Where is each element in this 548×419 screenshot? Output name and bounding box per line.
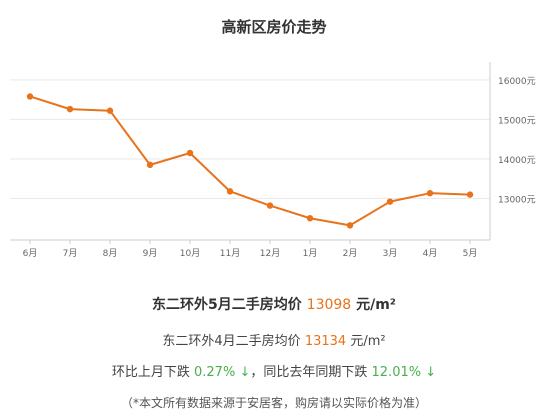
data-point: [26, 93, 34, 100]
x-tick-label: 5月: [463, 248, 478, 259]
x-tick-label: 7月: [63, 248, 78, 259]
april-price-unit: 元/m²: [350, 334, 386, 349]
x-tick-label: 8月: [103, 248, 118, 259]
mom-label: 环比上月下跌: [111, 365, 190, 380]
data-point: [346, 222, 354, 229]
y-tick-label: 16000元: [498, 77, 536, 87]
yoy-label: ，同比去年同期下跌: [250, 365, 368, 380]
april-price-label: 东二环外4月二手房均价: [162, 334, 301, 349]
mom-down-arrow-icon: ↓: [239, 365, 251, 380]
yoy-down-arrow-icon: ↓: [425, 365, 437, 380]
may-price-line: 东二环外5月二手房均价 13098 元/m²: [0, 294, 548, 314]
data-point: [146, 161, 154, 169]
may-price-unit: 元/m²: [356, 297, 396, 313]
y-tick-label: 14000元: [498, 156, 536, 166]
y-tick-label: 13000元: [498, 195, 536, 205]
x-tick-label: 3月: [383, 248, 398, 259]
april-price-value: 13134: [304, 334, 347, 349]
data-point: [66, 105, 74, 113]
data-point: [466, 191, 474, 198]
price-trend-chart: 16000元 15000元 14000元 13000元 6月 7月 8月 9月 10月 11月 12…: [10, 62, 536, 259]
data-point: [226, 188, 234, 195]
data-point: [306, 215, 314, 222]
april-price-line: 东二环外4月二手房均价 13134 元/m²: [0, 330, 548, 349]
data-point: [426, 189, 434, 197]
data-point: [106, 107, 114, 114]
x-tick-label: 1月: [303, 248, 318, 259]
mom-value: 0.27%: [194, 365, 236, 380]
x-tick-label: 10月: [180, 248, 200, 259]
price-series-line: [29, 95, 471, 227]
x-tick-label: 9月: [143, 248, 158, 259]
data-point: [386, 198, 394, 205]
x-tick-label: 2月: [343, 248, 358, 259]
source-note: （*本文所有数据来源于安居客，购房请以实际价格为准）: [120, 396, 427, 410]
may-price-label: 东二环外5月二手房均价: [152, 297, 302, 313]
x-tick-label: 11月: [220, 248, 240, 259]
x-tick-label: 6月: [23, 248, 38, 259]
yoy-value: 12.01%: [371, 365, 422, 380]
data-point: [266, 202, 274, 209]
chart-title: 高新区房价走势: [221, 18, 327, 36]
data-point: [186, 149, 194, 157]
may-price-value: 13098: [306, 297, 352, 313]
y-tick-label: 15000元: [498, 116, 536, 126]
x-tick-label: 4月: [423, 248, 438, 259]
change-line: 环比上月下跌 0.27% ↓，同比去年同期下跌 12.01% ↓: [0, 361, 548, 380]
x-tick-label: 12月: [260, 248, 280, 259]
